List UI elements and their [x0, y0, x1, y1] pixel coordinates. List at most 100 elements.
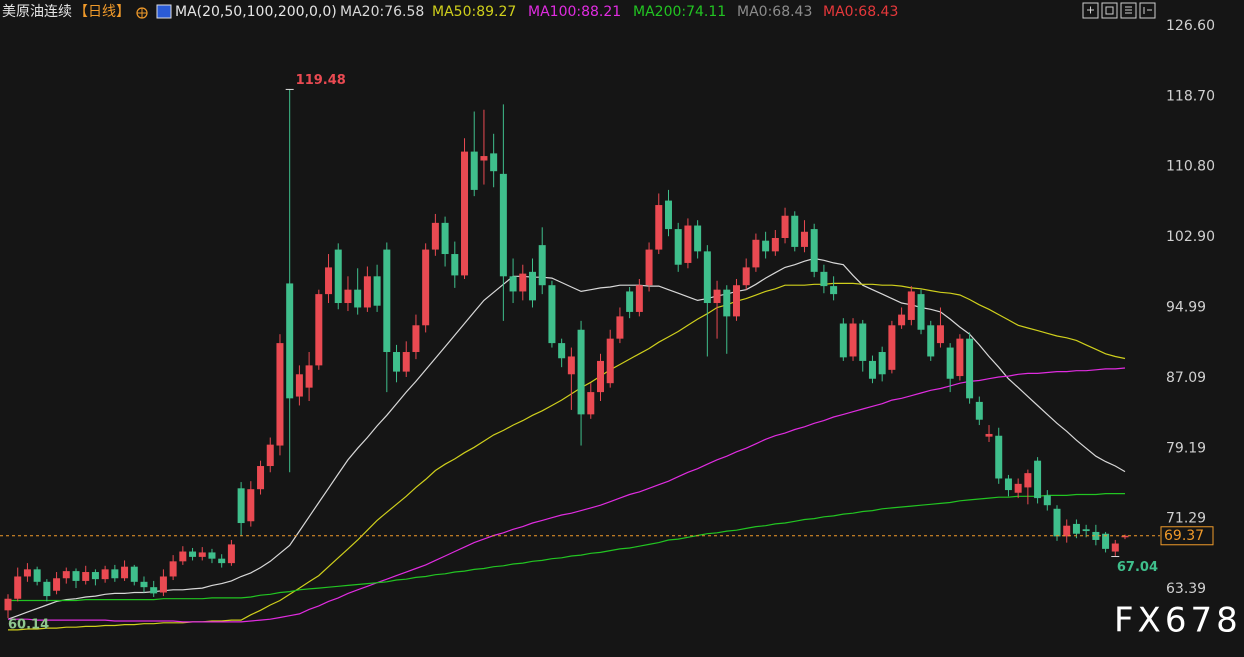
candle-body [684, 225, 692, 263]
candle-body [247, 489, 255, 522]
candle-body [645, 249, 653, 286]
candle-body [878, 352, 886, 375]
candle-body [111, 569, 119, 579]
candle-body [606, 338, 614, 384]
candle-body [791, 215, 799, 247]
candle-body [325, 267, 333, 295]
window-button-glyph [1087, 6, 1152, 15]
candle-body [315, 294, 323, 366]
candle-body [286, 283, 294, 399]
candle-body [121, 566, 129, 579]
candle-body [422, 249, 430, 326]
candle-body [305, 365, 313, 388]
candle-body [227, 544, 235, 564]
candle-body [499, 173, 507, 277]
candle-body [703, 251, 711, 304]
candle-body [1034, 460, 1042, 499]
candle-body [868, 360, 876, 379]
candle-body [1092, 531, 1100, 540]
candle-body [1014, 483, 1022, 493]
last-price-label: 69.37 [1164, 528, 1204, 544]
candle-body [62, 571, 70, 579]
legend-entry: MA0:68.43 [737, 4, 812, 20]
indicator-icon[interactable] [156, 4, 172, 19]
candle-body [771, 238, 779, 252]
ma-line [7, 257, 1126, 620]
candle-body [626, 291, 634, 312]
candle-body [363, 276, 371, 308]
plot [4, 89, 1129, 631]
candle-body [490, 153, 498, 172]
legend-entry: MA20:76.58 [340, 4, 424, 20]
candle-body [130, 566, 138, 582]
candle-body [1121, 535, 1129, 538]
candle-body [849, 323, 857, 357]
candle-body [538, 245, 546, 286]
watermark: FX678 [1114, 601, 1242, 641]
y-tick-label: 126.60 [1166, 18, 1215, 34]
candle-body [800, 231, 808, 247]
candle-body [1063, 525, 1071, 537]
candle-body [655, 205, 663, 250]
candle-body [82, 572, 90, 581]
window-button[interactable] [1101, 2, 1118, 19]
candle-body [33, 569, 41, 582]
header: 美原油连续 【日线】 MA(20,50,100,200,0,0) MA20:76… [2, 3, 898, 20]
candle-body [674, 229, 682, 265]
y-tick-label: 87.09 [1166, 370, 1206, 386]
candle-body [140, 581, 148, 588]
candle-body [101, 569, 109, 580]
candle-body [53, 578, 61, 591]
candle-body [742, 267, 750, 286]
candle-body [461, 151, 469, 276]
max-label: 119.48 [296, 73, 346, 88]
candle-body [1111, 543, 1119, 552]
candle-body [1102, 533, 1110, 549]
candle-body [781, 215, 789, 239]
candle-body [839, 323, 847, 358]
candle-body [480, 156, 488, 161]
candle-body [713, 289, 721, 304]
candle-body [519, 273, 527, 292]
window-button[interactable] [1120, 2, 1137, 19]
window-button[interactable] [1082, 2, 1099, 19]
candle-body [596, 360, 604, 393]
candle-body [91, 572, 99, 580]
min-label: 60.14 [8, 617, 49, 632]
candle-body [1053, 508, 1061, 537]
candle-body [888, 325, 896, 370]
candle-body [208, 552, 216, 559]
candle-body [898, 314, 906, 326]
candle-body [14, 576, 22, 599]
legend-entry: MA200:74.11 [633, 4, 726, 20]
candle-body [218, 558, 226, 564]
candle-body [1024, 473, 1032, 488]
ma-line [8, 493, 1125, 602]
candle-body [810, 229, 818, 272]
candle-body [295, 374, 303, 397]
min-label: 67.04 [1117, 560, 1158, 575]
legend-entry: MA50:89.27 [432, 4, 516, 20]
candle-body [189, 551, 197, 557]
candle-body [732, 285, 740, 317]
candle-body [577, 329, 585, 415]
candle-body [985, 433, 993, 437]
legend-entry: MA100:88.21 [528, 4, 621, 20]
candle-body [635, 285, 643, 312]
candle-body [1043, 495, 1051, 506]
candle-body [334, 249, 342, 304]
candle-body [723, 289, 731, 317]
candle-body [159, 576, 167, 593]
window-controls [1082, 2, 1156, 19]
legend-entry: MA0:68.43 [823, 4, 898, 20]
y-tick-label: 94.99 [1166, 300, 1206, 316]
candle-body [4, 598, 12, 611]
window-button[interactable] [1139, 2, 1156, 19]
candle-body [198, 552, 206, 557]
candle-body [470, 151, 478, 190]
y-tick-label: 110.80 [1166, 159, 1215, 175]
candle-body [169, 561, 177, 577]
candle-body [830, 286, 838, 295]
candle-body [266, 444, 274, 467]
